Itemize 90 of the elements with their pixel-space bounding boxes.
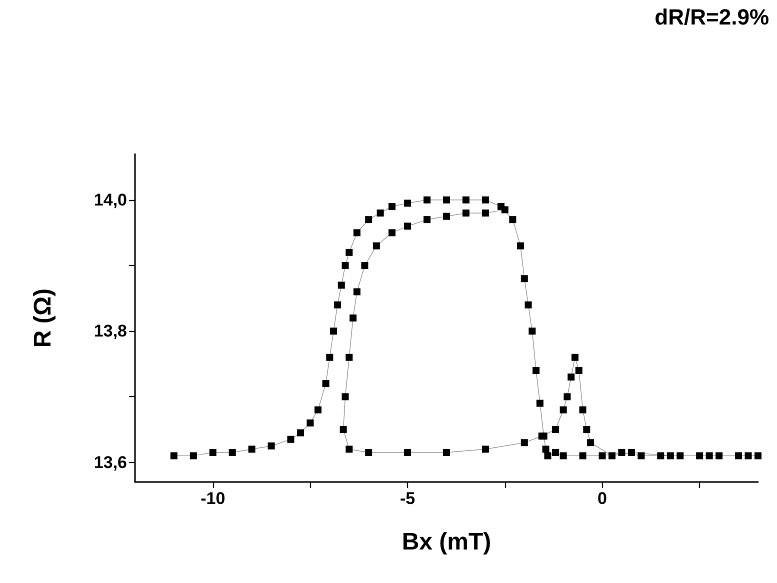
point — [350, 314, 357, 322]
point — [404, 448, 412, 456]
point — [404, 200, 412, 207]
point — [334, 301, 341, 308]
x-tick-label: 0 — [598, 489, 607, 508]
point — [388, 229, 396, 236]
point — [560, 452, 567, 460]
point — [509, 216, 516, 224]
point — [501, 206, 508, 214]
point — [462, 210, 470, 217]
point — [544, 452, 552, 460]
point — [524, 301, 532, 308]
point — [516, 242, 524, 250]
point — [342, 262, 349, 270]
point — [536, 400, 544, 407]
point — [388, 202, 396, 210]
point — [365, 448, 372, 456]
x-axis-title: Bx (mT) — [402, 528, 492, 556]
point — [628, 448, 635, 456]
y-axis-title: R (Ω) — [30, 288, 56, 348]
point — [744, 452, 752, 460]
point — [424, 216, 431, 224]
point — [583, 426, 590, 434]
y-tick-label: 13,8 — [94, 322, 127, 341]
y-tick-label: 14,0 — [94, 190, 127, 210]
point — [190, 452, 197, 460]
point — [322, 380, 330, 388]
point — [696, 452, 704, 460]
point — [353, 288, 360, 296]
point — [657, 452, 664, 460]
point — [568, 374, 575, 381]
point — [706, 452, 713, 460]
point — [346, 446, 353, 453]
point — [579, 406, 586, 414]
point — [340, 426, 347, 434]
point — [314, 406, 322, 414]
point — [482, 196, 489, 204]
point — [716, 452, 723, 460]
point — [170, 452, 178, 460]
point — [404, 222, 412, 230]
point — [575, 366, 582, 374]
point — [287, 436, 294, 443]
point — [638, 452, 645, 460]
point — [228, 448, 236, 456]
point — [482, 446, 489, 453]
point — [552, 448, 560, 456]
point — [552, 426, 560, 434]
point — [560, 406, 567, 414]
point — [326, 354, 334, 361]
point — [528, 328, 536, 335]
point — [666, 452, 674, 460]
point — [542, 446, 550, 453]
point — [532, 366, 540, 374]
point — [608, 452, 616, 460]
y-tick-label: 13,6 — [94, 452, 127, 472]
point — [361, 262, 368, 270]
point — [346, 354, 353, 361]
point — [482, 210, 489, 217]
point — [735, 452, 742, 460]
point — [598, 452, 606, 460]
point — [353, 229, 360, 236]
point — [376, 210, 384, 217]
point — [306, 419, 314, 426]
point — [248, 446, 256, 453]
point — [587, 439, 594, 446]
point — [346, 248, 353, 256]
point — [268, 442, 275, 450]
x-tick-label: -5 — [400, 489, 416, 508]
point — [443, 196, 450, 204]
point — [443, 212, 450, 220]
point — [579, 452, 586, 460]
point — [372, 242, 380, 250]
point — [342, 393, 349, 400]
point — [618, 448, 626, 456]
point — [571, 354, 578, 361]
point — [330, 328, 338, 335]
point — [424, 196, 431, 204]
x-tick-label: -10 — [200, 489, 226, 508]
point — [209, 448, 216, 456]
point — [676, 452, 684, 460]
point — [443, 448, 450, 456]
point — [296, 429, 304, 436]
point — [754, 452, 762, 460]
point — [564, 393, 571, 400]
point — [520, 275, 528, 282]
point — [520, 439, 528, 446]
point — [338, 282, 345, 289]
point — [365, 216, 372, 224]
point — [462, 196, 470, 204]
text: dR/R=2.9% — [654, 4, 770, 30]
